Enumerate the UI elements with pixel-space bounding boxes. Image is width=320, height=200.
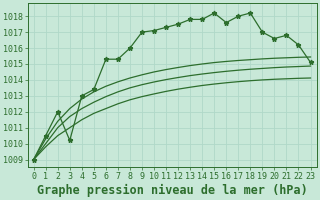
- X-axis label: Graphe pression niveau de la mer (hPa): Graphe pression niveau de la mer (hPa): [37, 183, 308, 197]
